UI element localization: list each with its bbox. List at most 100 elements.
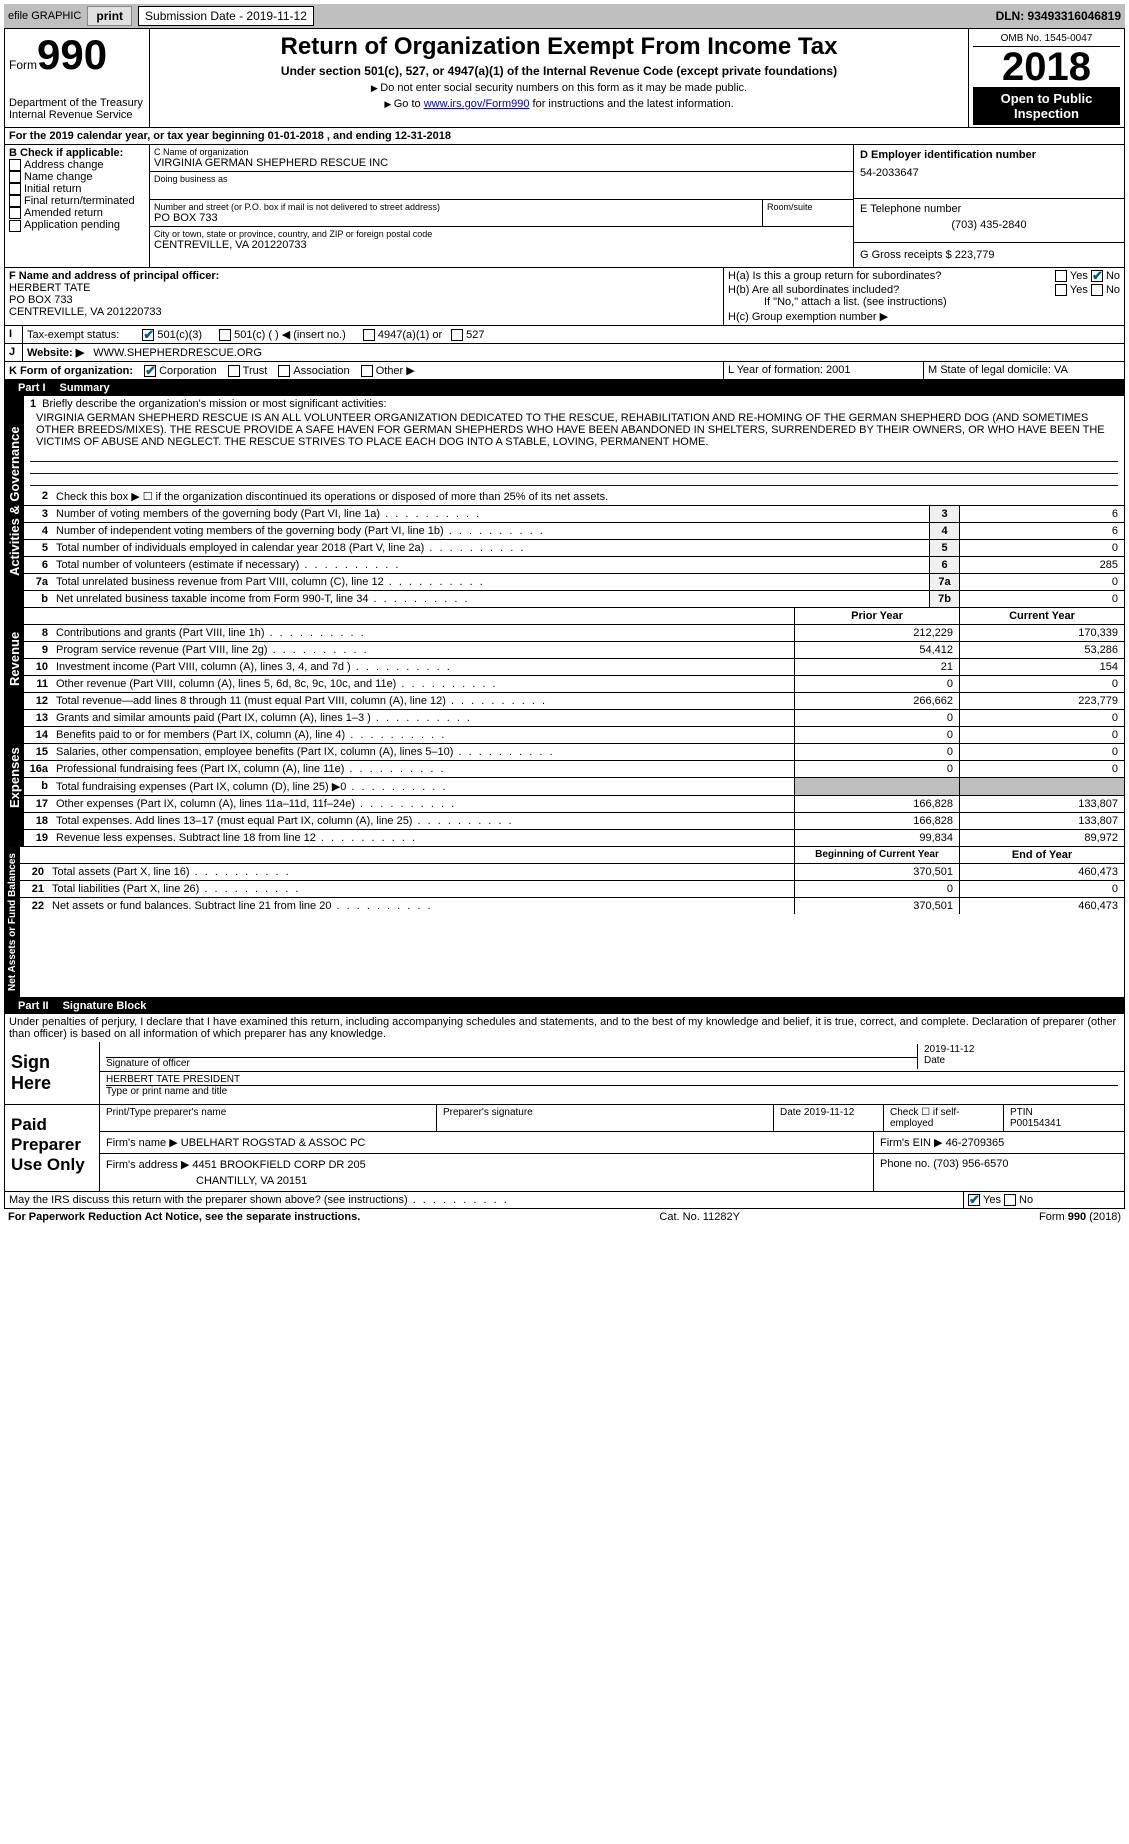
- cb-name-change[interactable]: Name change: [9, 171, 145, 183]
- paperwork-notice: For Paperwork Reduction Act Notice, see …: [8, 1211, 360, 1223]
- cb-address-change[interactable]: Address change: [9, 159, 145, 171]
- line-7b: Net unrelated business taxable income fr…: [52, 591, 929, 607]
- cb-initial-return[interactable]: Initial return: [9, 183, 145, 195]
- tax-exempt-label: Tax-exempt status:: [27, 329, 119, 341]
- table-row: 13Grants and similar amounts paid (Part …: [24, 710, 1124, 727]
- firm-ein-label: Firm's EIN ▶: [880, 1137, 943, 1149]
- year-formation: L Year of formation: 2001: [724, 362, 924, 379]
- state-domicile: M State of legal domicile: VA: [924, 362, 1124, 379]
- street-address: PO BOX 733: [154, 212, 758, 224]
- dln: DLN: 93493316046819: [996, 9, 1121, 23]
- h-c-label: H(c) Group exemption number ▶: [728, 310, 1120, 323]
- officer-addr2: CENTREVILLE, VA 201220733: [9, 306, 719, 318]
- firm-addr2: CHANTILLY, VA 20151: [196, 1175, 867, 1187]
- hb-no-cb[interactable]: [1091, 284, 1103, 296]
- hb-yes-cb[interactable]: [1055, 284, 1067, 296]
- line-4: Number of independent voting members of …: [52, 523, 929, 539]
- table-row: 10Investment income (Part VIII, column (…: [24, 659, 1124, 676]
- officer-addr1: PO BOX 733: [9, 294, 719, 306]
- table-row: 8Contributions and grants (Part VIII, li…: [24, 625, 1124, 642]
- table-row: 22Net assets or fund balances. Subtract …: [20, 898, 1124, 914]
- col-current: Current Year: [959, 608, 1124, 624]
- irs-link[interactable]: www.irs.gov/Form990: [424, 98, 530, 110]
- ptin-value: P00154341: [1010, 1118, 1061, 1129]
- dept-treasury: Department of the Treasury: [9, 97, 145, 109]
- line-6: Total number of volunteers (estimate if …: [52, 557, 929, 573]
- ha-no-cb[interactable]: [1091, 270, 1103, 282]
- tax-year: 2018: [973, 47, 1120, 87]
- firm-ein: 46-2709365: [946, 1137, 1005, 1149]
- ha-yes-cb[interactable]: [1055, 270, 1067, 282]
- dba-label: Doing business as: [154, 174, 849, 184]
- table-row: 16aProfessional fundraising fees (Part I…: [24, 761, 1124, 778]
- tab-expenses: Expenses: [5, 710, 24, 846]
- line-5: Total number of individuals employed in …: [52, 540, 929, 556]
- open-to-public: Open to Public Inspection: [973, 87, 1120, 125]
- sig-date: 2019-11-12: [924, 1044, 1118, 1055]
- line-a-period: For the 2019 calendar year, or tax year …: [5, 128, 1124, 144]
- h-a-label: H(a) Is this a group return for subordin…: [728, 270, 941, 282]
- cb-amended-return[interactable]: Amended return: [9, 207, 145, 219]
- form-header: Form990 Department of the Treasury Inter…: [4, 28, 1125, 128]
- website-value: WWW.SHEPHERDRESCUE.ORG: [93, 347, 262, 359]
- officer-group-block: F Name and address of principal officer:…: [4, 268, 1125, 326]
- cb-final-return[interactable]: Final return/terminated: [9, 195, 145, 207]
- cb-trust[interactable]: [228, 365, 240, 377]
- cb-assoc[interactable]: [278, 365, 290, 377]
- table-row: 18Total expenses. Add lines 13–17 (must …: [24, 813, 1124, 830]
- print-button[interactable]: print: [87, 6, 132, 26]
- efile-label: efile GRAPHIC: [8, 10, 81, 22]
- form-org-label: K Form of organization:: [9, 365, 133, 377]
- table-row: 9Program service revenue (Part VIII, lin…: [24, 642, 1124, 659]
- firm-name: UBELHART ROGSTAD & ASSOC PC: [181, 1137, 366, 1149]
- self-employed-cb[interactable]: Check ☐ if self-employed: [884, 1105, 1004, 1131]
- date-label: Date: [924, 1055, 1118, 1066]
- line-i-letter: I: [5, 326, 23, 343]
- addr-label: Number and street (or P.O. box if mail i…: [154, 202, 758, 212]
- h-b-label: H(b) Are all subordinates included?: [728, 284, 899, 296]
- firm-addr-label: Firm's address ▶: [106, 1159, 189, 1171]
- mission-label: Briefly describe the organization's miss…: [42, 398, 386, 410]
- type-name-label: Type or print name and title: [106, 1086, 1118, 1097]
- prep-sig-label: Preparer's signature: [437, 1105, 774, 1131]
- revenue-section: Revenue Prior YearCurrent Year 8Contribu…: [4, 608, 1125, 710]
- cb-501c[interactable]: [219, 329, 231, 341]
- org-name-label: C Name of organization: [154, 147, 849, 157]
- cb-501c3[interactable]: [142, 329, 154, 341]
- table-row: 14Benefits paid to or for members (Part …: [24, 727, 1124, 744]
- officer-label: F Name and address of principal officer:: [9, 270, 719, 282]
- net-assets-section: Net Assets or Fund Balances Beginning of…: [4, 847, 1125, 998]
- table-row: 19Revenue less expenses. Subtract line 1…: [24, 830, 1124, 846]
- line-2: Check this box ▶ ☐ if the organization d…: [52, 488, 1124, 505]
- cb-application-pending[interactable]: Application pending: [9, 219, 145, 231]
- table-row: 20Total assets (Part X, line 16)370,5014…: [20, 864, 1124, 881]
- cb-corp[interactable]: [144, 365, 156, 377]
- discuss-yes-cb[interactable]: [968, 1194, 980, 1206]
- form-word: Form: [9, 58, 37, 72]
- discuss-question: May the IRS discuss this return with the…: [9, 1194, 509, 1206]
- line-7a: Total unrelated business revenue from Pa…: [52, 574, 929, 590]
- cb-527[interactable]: [451, 329, 463, 341]
- part2-header: Part II Signature Block: [4, 998, 1125, 1014]
- submission-date: Submission Date - 2019-11-12: [138, 6, 314, 26]
- table-row: 11Other revenue (Part VIII, column (A), …: [24, 676, 1124, 693]
- website-label: Website: ▶: [27, 347, 84, 359]
- perjury-declaration: Under penalties of perjury, I declare th…: [4, 1014, 1125, 1042]
- prep-date: Date 2019-11-12: [774, 1105, 884, 1131]
- col-boy: Beginning of Current Year: [794, 847, 959, 863]
- cb-other[interactable]: [361, 365, 373, 377]
- discuss-no-cb[interactable]: [1004, 1194, 1016, 1206]
- table-row: 12Total revenue—add lines 8 through 11 (…: [24, 693, 1124, 709]
- gross-receipts: G Gross receipts $ 223,779: [860, 249, 1118, 261]
- dept-irs: Internal Revenue Service: [9, 109, 145, 121]
- officer-name: HERBERT TATE: [9, 282, 719, 294]
- cb-4947[interactable]: [363, 329, 375, 341]
- col-prior: Prior Year: [794, 608, 959, 624]
- expenses-section: Expenses 13Grants and similar amounts pa…: [4, 710, 1125, 847]
- section-b-label: B Check if applicable:: [9, 147, 145, 159]
- line-3: Number of voting members of the governin…: [52, 506, 929, 522]
- phone-value: (703) 435-2840: [860, 219, 1118, 231]
- part1-header: Part I Summary: [4, 380, 1125, 396]
- col-eoy: End of Year: [959, 847, 1124, 863]
- signature-block: Sign Here Signature of officer 2019-11-1…: [4, 1042, 1125, 1192]
